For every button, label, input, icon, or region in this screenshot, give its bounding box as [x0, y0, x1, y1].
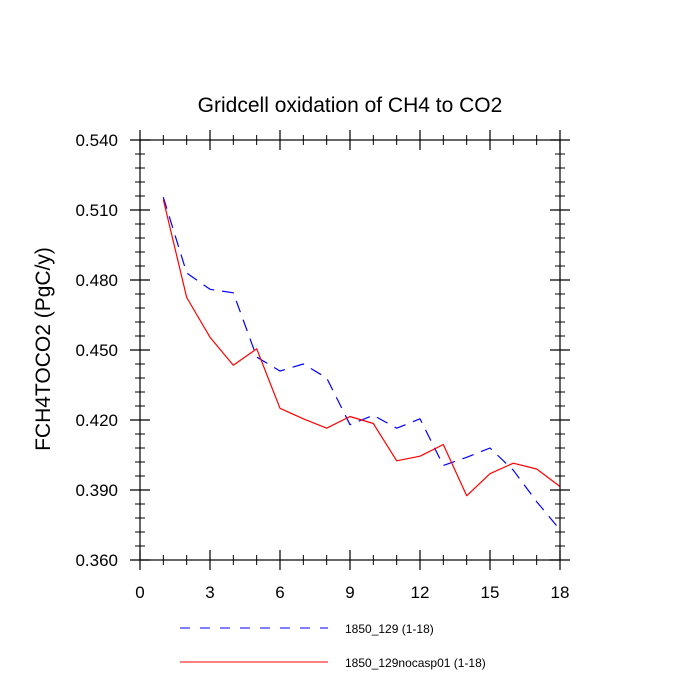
major-ticks: [130, 130, 570, 570]
plot-frame: [139, 139, 561, 561]
x-tick-label: 12: [411, 583, 430, 602]
x-tick-label: 15: [481, 583, 500, 602]
x-tick-label: 0: [135, 583, 144, 602]
y-tick-label: 0.540: [75, 131, 118, 150]
legend: 1850_129 (1-18) 1850_129nocasp01 (1-18): [180, 622, 486, 670]
minor-ticks: [135, 135, 565, 565]
y-tick-label: 0.510: [75, 201, 118, 220]
y-axis-label: FCH4TOCO2 (PgC/y): [32, 247, 55, 451]
x-tick-label: 18: [551, 583, 570, 602]
y-tick-label: 0.390: [75, 481, 118, 500]
y-tick-label: 0.480: [75, 271, 118, 290]
x-tick-label: 6: [275, 583, 284, 602]
x-tick-label: 9: [345, 583, 354, 602]
chart-title: Gridcell oxidation of CH4 to CO2: [198, 94, 503, 117]
y-tick-label: 0.450: [75, 341, 118, 360]
series-line-2: [162, 199, 561, 497]
y-tick-label: 0.420: [75, 411, 118, 430]
x-tick-label: 3: [205, 583, 214, 602]
legend-label-1: 1850_129 (1-18): [345, 622, 434, 636]
series-line-1: [162, 197, 561, 531]
tick-labels: 0 3 6 9 12 15 18 0.360 0.390 0.420 0.450 0.480 0.510…: [75, 131, 569, 602]
legend-label-2: 1850_129nocasp01 (1-18): [345, 656, 486, 670]
series-lines: [162, 197, 561, 531]
y-tick-label: 0.360: [75, 551, 118, 570]
